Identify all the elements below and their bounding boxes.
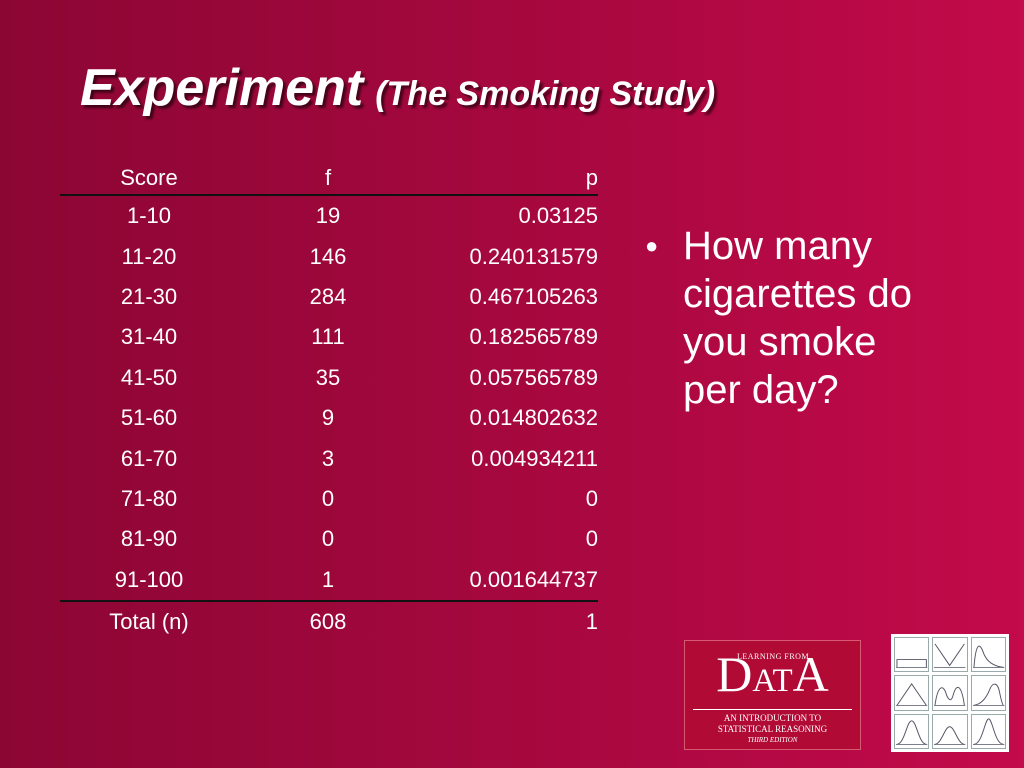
cell-proportion: 0 (585, 526, 598, 552)
cell-frequency: 19 (315, 203, 341, 229)
bullet-line: per day? (683, 368, 839, 412)
cell-score: 91-100 (114, 566, 184, 592)
bullet-line: cigarettes do (683, 272, 913, 316)
cell-frequency: 111 (311, 324, 345, 350)
bullet-text: How many cigarettes do you smoke per day… (683, 222, 912, 414)
table-row: 1-10 19 0.03125 (60, 195, 598, 236)
bullet-item: ● How many cigarettes do you smoke per d… (645, 222, 1005, 414)
triangular-plot-icon (894, 675, 930, 711)
title-subtitle: (The Smoking Study) (375, 75, 716, 113)
book-cover-letter: T (772, 663, 793, 699)
book-cover-divider (693, 709, 852, 710)
cell-score: 71-80 (120, 485, 178, 511)
cell-score: 21-30 (120, 283, 178, 309)
normal-curve-plot-icon (970, 713, 1006, 749)
cell-frequency: 9 (321, 405, 335, 431)
header-score: Score (120, 165, 178, 190)
cell-proportion: 0.03125 (518, 203, 598, 229)
book-cover-subtitle: STATISTICAL REASONING (717, 724, 828, 734)
book-cover-title: DATA (685, 645, 860, 703)
table-row: 51-60 9 0.014802632 (60, 398, 598, 438)
cell-proportion: 0.001644737 (469, 566, 598, 592)
uniform-plot-icon (894, 637, 930, 673)
normal-curve-plot-icon (932, 713, 968, 749)
title-main: Experiment (80, 59, 364, 117)
distribution-thumbnails (891, 634, 1009, 752)
table-row: 41-50 35 0.057565789 (60, 358, 598, 398)
table-total-row: Total (n) 608 1 (60, 601, 598, 642)
table-row: 61-70 3 0.004934211 (60, 438, 598, 478)
table-row: 11-20 146 0.240131579 (60, 236, 598, 276)
frequency-table: Score f p 1-10 19 0.03125 11-20 146 0.24… (60, 162, 598, 642)
book-cover-letter: A (792, 646, 829, 702)
total-proportion: 1 (585, 609, 598, 635)
total-label: Total (n) (109, 609, 189, 635)
cell-score: 81-90 (120, 526, 178, 552)
header-frequency: f (324, 165, 332, 190)
v-shape-plot-icon (932, 637, 968, 673)
cell-frequency: 146 (309, 243, 347, 269)
bullet-list: ● How many cigarettes do you smoke per d… (645, 222, 1005, 414)
table-row: 71-80 0 0 (60, 479, 598, 519)
book-cover-letter: A (752, 663, 773, 699)
cell-proportion: 0.182565789 (469, 324, 598, 350)
cell-proportion: 0.467105263 (469, 283, 598, 309)
book-cover-learning-from: LEARNING FROM (737, 652, 810, 661)
cell-proportion: 0.014802632 (469, 405, 598, 431)
book-cover-letter: D (716, 646, 753, 702)
bullet-icon: ● (645, 233, 659, 258)
header-proportion: p (585, 165, 598, 190)
bullet-line: you smoke (683, 320, 877, 364)
normal-curve-plot-icon (894, 713, 930, 749)
book-cover-subtitle: AN INTRODUCTION TO (723, 713, 822, 723)
skewed-plot-icon (970, 675, 1006, 711)
cell-score: 51-60 (120, 405, 178, 431)
cell-frequency: 0 (321, 485, 335, 511)
cell-score: 41-50 (120, 364, 178, 390)
bullet-line: How many (683, 224, 872, 268)
book-cover-edition: THIRD EDITION (747, 736, 798, 744)
total-frequency: 608 (309, 609, 347, 635)
cell-score: 1-10 (126, 203, 172, 229)
cell-score: 11-20 (121, 243, 177, 269)
cell-proportion: 0.004934211 (471, 445, 598, 471)
cell-proportion: 0.240131579 (469, 243, 598, 269)
cell-score: 31-40 (120, 324, 178, 350)
bimodal-plot-icon (932, 675, 968, 711)
slide-title: Experiment (The Smoking Study) (80, 58, 715, 118)
cell-proportion: 0 (585, 485, 598, 511)
cell-frequency: 284 (309, 283, 347, 309)
table-row: 21-30 284 0.467105263 (60, 277, 598, 317)
cell-frequency: 35 (315, 364, 341, 390)
book-cover-logo: LEARNING FROM DATA AN INTRODUCTION TO ST… (684, 640, 861, 750)
skewed-right-plot-icon (970, 637, 1006, 673)
cell-frequency: 3 (321, 445, 335, 471)
cell-frequency: 0 (321, 526, 335, 552)
table-row: 31-40 111 0.182565789 (60, 317, 598, 357)
cell-proportion: 0.057565789 (469, 364, 598, 390)
table-row: 81-90 0 0 (60, 519, 598, 559)
table-row: 91-100 1 0.001644737 (60, 560, 598, 601)
cell-score: 61-70 (120, 445, 178, 471)
cell-frequency: 1 (321, 566, 335, 592)
table-header-row: Score f p (60, 162, 598, 195)
